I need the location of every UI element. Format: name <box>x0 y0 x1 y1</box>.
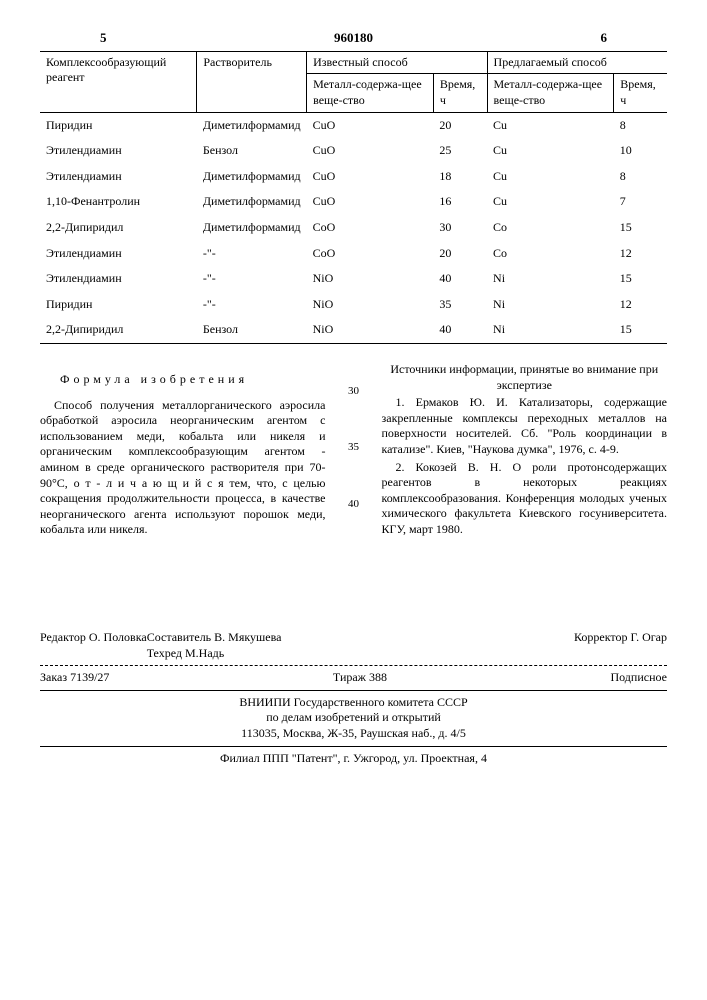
col-p-time: Время, ч <box>614 74 667 112</box>
col-p-sub: Металл-содержа-щее веще-ство <box>487 74 614 112</box>
cell-k_t: 16 <box>433 189 487 215</box>
cell-k_sub: NiO <box>307 266 434 292</box>
cell-p_t: 15 <box>614 266 667 292</box>
cell-solvent: Диметилформамид <box>197 189 307 215</box>
cell-p_t: 10 <box>614 138 667 164</box>
compiler-tech: Составитель В. Мякушева Техред М.Надь <box>147 630 574 661</box>
table-row: 2,2-ДипиридилБензолNiO40Ni15 <box>40 317 667 343</box>
cell-p_t: 8 <box>614 164 667 190</box>
cell-p_sub: Cu <box>487 189 614 215</box>
ref-1: 1. Ермаков Ю. И. Катализаторы, содержащи… <box>382 395 668 457</box>
cell-k_t: 20 <box>433 112 487 138</box>
cell-p_sub: Ni <box>487 292 614 318</box>
cell-p_sub: Co <box>487 241 614 267</box>
cell-k_t: 25 <box>433 138 487 164</box>
page-header: 5 960180 6 <box>40 30 667 51</box>
cell-p_t: 15 <box>614 317 667 343</box>
cell-p_sub: Ni <box>487 317 614 343</box>
cell-p_t: 12 <box>614 292 667 318</box>
ln30: 30 <box>344 384 364 398</box>
cell-solvent: -"- <box>197 266 307 292</box>
ref-2: 2. Кокозей В. Н. О роли протонсодержащих… <box>382 460 668 538</box>
cell-reagent: Этилендиамин <box>40 164 197 190</box>
cell-p_sub: Cu <box>487 164 614 190</box>
cell-k_t: 35 <box>433 292 487 318</box>
cell-k_sub: CuO <box>307 138 434 164</box>
table-row: Этилендиамин-"-CoO20Co12 <box>40 241 667 267</box>
col-solvent: Растворитель <box>197 51 307 112</box>
editor: Редактор О. Половка <box>40 630 147 661</box>
col-k-time: Время, ч <box>433 74 487 112</box>
cell-k_sub: CoO <box>307 241 434 267</box>
table-row: ПиридинДиметилформамидCuO20Cu8 <box>40 112 667 138</box>
col-proposed: Предлагаемый способ <box>487 51 667 74</box>
cell-solvent: Диметилформамид <box>197 215 307 241</box>
cell-solvent: Бензол <box>197 317 307 343</box>
cell-reagent: Пиридин <box>40 112 197 138</box>
cell-reagent: 2,2-Дипиридил <box>40 317 197 343</box>
cell-reagent: Пиридин <box>40 292 197 318</box>
footer-credits: Редактор О. Половка Составитель В. Мякуш… <box>40 630 667 666</box>
cell-k_t: 18 <box>433 164 487 190</box>
cell-reagent: 2,2-Дипиридил <box>40 215 197 241</box>
cell-k_sub: CuO <box>307 164 434 190</box>
cell-k_sub: CoO <box>307 215 434 241</box>
cell-k_sub: NiO <box>307 292 434 318</box>
cell-reagent: 1,10-Фенантролин <box>40 189 197 215</box>
cell-k_t: 40 <box>433 266 487 292</box>
left-column: Формула изобретения Способ получения мет… <box>40 362 326 540</box>
col-k-sub: Металл-содержа-щее веще-ство <box>307 74 434 112</box>
page-right: 6 <box>601 30 608 47</box>
ln40: 40 <box>344 497 364 511</box>
ln35: 35 <box>344 440 364 454</box>
table-row: Этилендиамин-"-NiO40Ni15 <box>40 266 667 292</box>
table-row: 1,10-ФенантролинДиметилформамидCuO16Cu7 <box>40 189 667 215</box>
doc-number: 960180 <box>334 30 373 47</box>
cell-solvent: -"- <box>197 241 307 267</box>
formula-text: Способ получения металлорганического аэр… <box>40 398 326 538</box>
cell-reagent: Этилендиамин <box>40 138 197 164</box>
table-row: ЭтилендиаминБензолCuO25Cu10 <box>40 138 667 164</box>
footer-order: Заказ 7139/27 Тираж 388 Подписное <box>40 670 667 691</box>
footer: Редактор О. Половка Составитель В. Мякуш… <box>40 630 667 766</box>
cell-reagent: Этилендиамин <box>40 266 197 292</box>
cell-k_sub: CuO <box>307 189 434 215</box>
table-row: ЭтилендиаминДиметилформамидCuO18Cu8 <box>40 164 667 190</box>
formula-title: Формула изобретения <box>60 372 326 388</box>
cell-solvent: Диметилформамид <box>197 112 307 138</box>
cell-p_sub: Co <box>487 215 614 241</box>
footer-addr2: Филиал ППП "Патент", г. Ужгород, ул. Про… <box>40 751 667 767</box>
col-reagent: Комплексообразующий реагент <box>40 51 197 112</box>
cell-solvent: Диметилформамид <box>197 164 307 190</box>
table-row: 2,2-ДипиридилДиметилформамидCoO30Co15 <box>40 215 667 241</box>
footer-org: ВНИИПИ Государственного комитета СССР по… <box>40 695 667 747</box>
cell-p_t: 7 <box>614 189 667 215</box>
cell-solvent: Бензол <box>197 138 307 164</box>
cell-p_sub: Cu <box>487 112 614 138</box>
cell-k_sub: CuO <box>307 112 434 138</box>
cell-k_t: 20 <box>433 241 487 267</box>
cell-k_t: 40 <box>433 317 487 343</box>
cell-solvent: -"- <box>197 292 307 318</box>
table-row: Пиридин-"-NiO35Ni12 <box>40 292 667 318</box>
cell-p_t: 12 <box>614 241 667 267</box>
page-left: 5 <box>100 30 107 47</box>
cell-p_sub: Ni <box>487 266 614 292</box>
cell-k_t: 30 <box>433 215 487 241</box>
data-table: Комплексообразующий реагент Растворитель… <box>40 51 667 344</box>
sources-title: Источники информации, принятые во вниман… <box>382 362 668 393</box>
cell-p_sub: Cu <box>487 138 614 164</box>
cell-p_t: 8 <box>614 112 667 138</box>
col-known: Известный способ <box>307 51 487 74</box>
text-columns: Формула изобретения Способ получения мет… <box>40 362 667 540</box>
cell-reagent: Этилендиамин <box>40 241 197 267</box>
corrector: Корректор Г. Огар <box>574 630 667 661</box>
cell-k_sub: NiO <box>307 317 434 343</box>
line-numbers: 30 35 40 <box>344 362 364 540</box>
cell-p_t: 15 <box>614 215 667 241</box>
right-column: Источники информации, принятые во вниман… <box>382 362 668 540</box>
